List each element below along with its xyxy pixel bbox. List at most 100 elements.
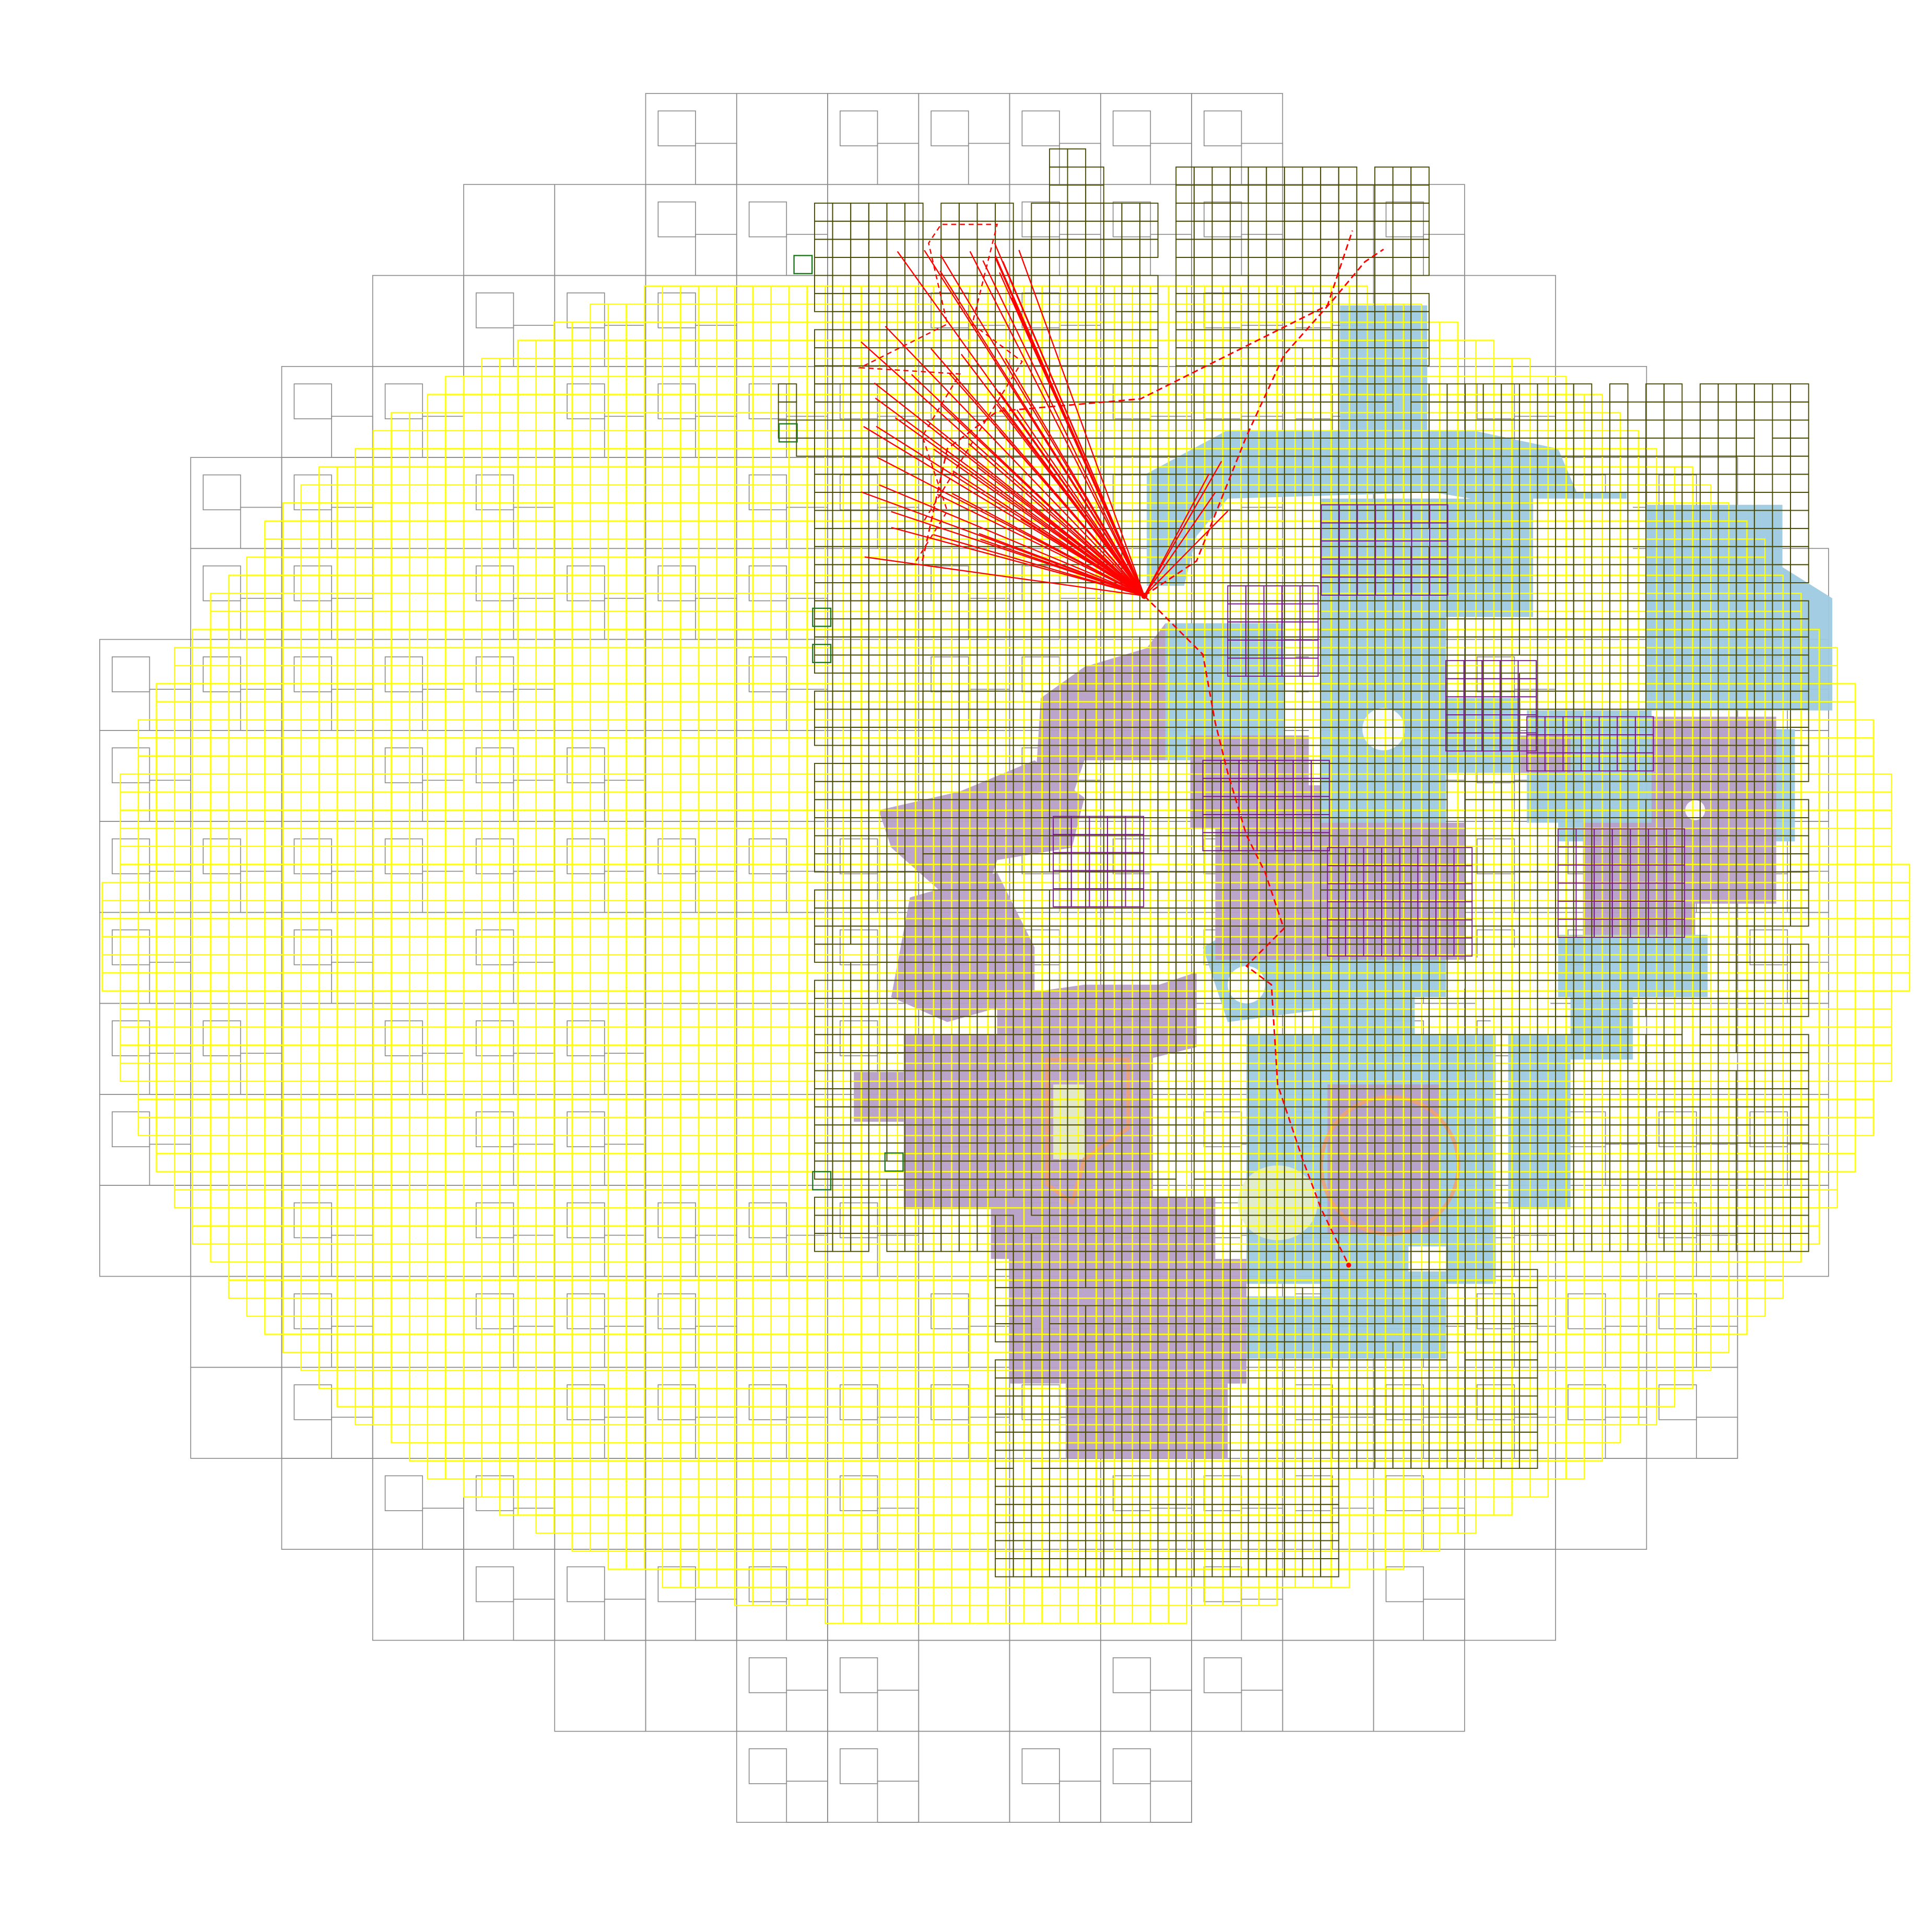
outer-grid-subcell	[840, 929, 878, 965]
outer-grid-subcell	[112, 929, 150, 965]
outer-grid-subcell	[1112, 201, 1151, 238]
outer-grid-subcell	[748, 838, 787, 875]
outer-grid-subcell	[476, 1293, 514, 1329]
outer-grid-subcell	[840, 1020, 878, 1056]
outer-grid-subcell	[476, 1020, 514, 1056]
outer-grid-subcell	[476, 1475, 514, 1511]
outer-grid-subcell	[112, 1020, 150, 1056]
outer-grid-subcell	[384, 747, 423, 783]
outer-grid-subcell	[293, 1293, 332, 1329]
outer-grid-subcell	[1658, 1384, 1697, 1420]
outer-grid-subcell	[112, 838, 150, 875]
outer-grid-subcell	[748, 1384, 787, 1420]
outer-grid-subcell	[567, 292, 605, 328]
outer-grid-subcell	[840, 1748, 878, 1784]
outer-grid-subcell	[1476, 1293, 1515, 1329]
outer-grid-subcell	[657, 110, 696, 147]
outer-grid-subcell	[1385, 201, 1424, 238]
outer-grid-subcell	[748, 474, 787, 511]
outer-grid-subcell	[384, 1020, 423, 1056]
outer-grid-subcell	[476, 474, 514, 511]
outer-grid-subcell	[748, 656, 787, 692]
outer-grid-subcell	[748, 1657, 787, 1693]
outer-grid-subcell	[1021, 110, 1060, 147]
outer-grid-subcell	[657, 565, 696, 602]
outer-grid-subcell	[203, 474, 241, 511]
outer-grid-subcell	[384, 383, 423, 419]
outer-grid-subcell	[1568, 1384, 1606, 1420]
outer-grid-subcell	[1658, 1293, 1697, 1329]
outer-grid-subcell	[476, 292, 514, 328]
outer-grid-subcell	[930, 1384, 969, 1420]
outer-grid-subcell	[1204, 1657, 1242, 1693]
outer-grid-cell	[1100, 1730, 1192, 1823]
outer-grid-subcell	[840, 110, 878, 147]
outer-grid-subcell	[1749, 1111, 1788, 1147]
outer-grid-subcell	[840, 1384, 878, 1420]
outer-grid-subcell	[1112, 1748, 1151, 1784]
outer-grid-subcell	[1112, 110, 1151, 147]
outer-grid-subcell	[384, 838, 423, 875]
outer-grid-subcell	[1385, 1566, 1424, 1603]
outer-grid-subcell	[840, 1657, 878, 1693]
outer-grid-subcell	[1658, 1202, 1697, 1239]
outer-grid-subcell	[293, 1384, 332, 1420]
outer-grid-subcell	[840, 838, 878, 875]
outer-grid-subcell	[1568, 1293, 1606, 1329]
outer-grid-subcell	[203, 565, 241, 602]
outer-grid-subcell	[476, 838, 514, 875]
outer-grid-subcell	[567, 747, 605, 783]
outer-grid-subcell	[476, 747, 514, 783]
outer-grid-subcell	[567, 383, 605, 419]
outer-grid-cell	[1464, 1549, 1556, 1641]
outer-grid-subcell	[930, 656, 969, 692]
outer-grid-subcell	[293, 565, 332, 602]
outer-grid-subcell	[1476, 1384, 1515, 1420]
outer-grid-subcell	[293, 1202, 332, 1239]
outer-grid-subcell	[748, 1566, 787, 1603]
walkable-gaps	[1228, 498, 1633, 1271]
outer-grid-subcell	[840, 1475, 878, 1511]
outer-grid-subcell	[203, 656, 241, 692]
outer-grid-subcell	[293, 838, 332, 875]
outer-grid-subcell	[384, 1475, 423, 1511]
outer-grid-subcell	[203, 838, 241, 875]
outer-grid-subcell	[384, 656, 423, 692]
outer-grid-subcell	[657, 838, 696, 875]
outer-grid-subcell	[112, 1111, 150, 1147]
outer-grid-subcell	[1749, 929, 1788, 965]
outer-grid-subcell	[1658, 1111, 1697, 1147]
outer-grid-subcell	[748, 1748, 787, 1784]
outer-grid-cell	[1373, 1640, 1465, 1732]
outer-grid-subcell	[1476, 838, 1515, 875]
outer-grid-subcell	[567, 838, 605, 875]
outer-grid-subcell	[657, 292, 696, 328]
walkable-highlights	[1053, 708, 1705, 1241]
outer-grid-subcell	[293, 383, 332, 419]
outer-grid-subcell	[657, 201, 696, 238]
outer-grid-subcell	[567, 1020, 605, 1056]
outer-grid-subcell	[657, 1202, 696, 1239]
outer-grid-cell	[1555, 1458, 1647, 1550]
outer-grid-subcell	[567, 1384, 605, 1420]
outer-grid-subcell	[1204, 201, 1242, 238]
outer-grid-subcell	[930, 110, 969, 147]
outer-grid-subcell	[567, 1566, 605, 1603]
outer-grid-subcell	[567, 1111, 605, 1147]
yellow-navmesh-grid-layer	[101, 285, 1911, 1624]
outer-grid-subcell	[930, 292, 969, 328]
outer-grid-subcell	[567, 1293, 605, 1329]
outer-grid-subcell	[1112, 1657, 1151, 1693]
outer-grid-subcell	[567, 565, 605, 602]
outer-grid-subcell	[1696, 1417, 1738, 1459]
outer-grid-subcell	[112, 747, 150, 783]
outer-grid-subcell	[476, 1566, 514, 1603]
outer-grid-subcell	[657, 1293, 696, 1329]
outer-grid-subcell	[657, 383, 696, 419]
outer-grid-subcell	[930, 1293, 969, 1329]
outer-grid-subcell	[476, 1111, 514, 1147]
outer-grid-subcell	[840, 1202, 878, 1239]
outer-grid-subcell	[476, 929, 514, 965]
outer-grid-subcell	[1204, 110, 1242, 147]
